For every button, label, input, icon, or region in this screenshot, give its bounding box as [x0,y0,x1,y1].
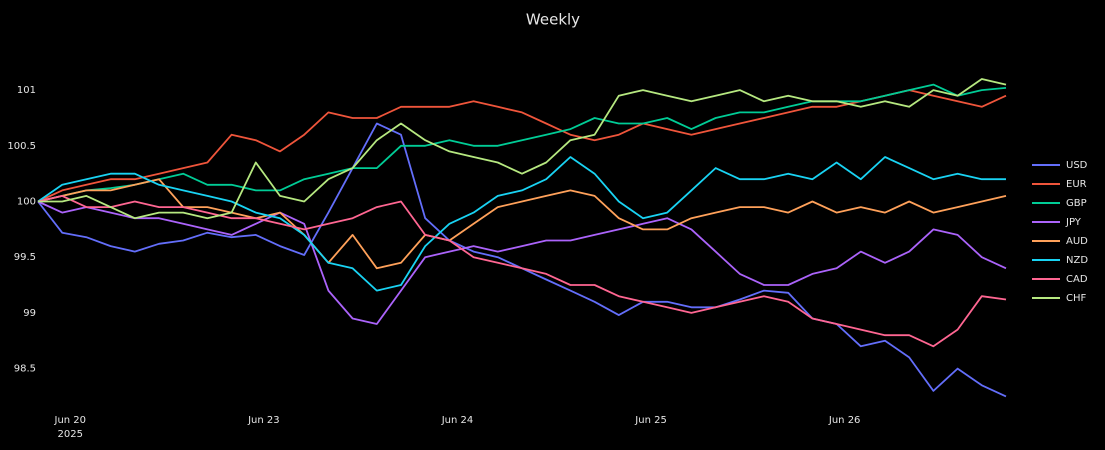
y-tick-label: 100.5 [7,141,36,152]
y-tick-label: 99 [23,308,36,319]
legend-label: JPY [1065,217,1082,228]
x-year-label: 2025 [58,429,83,440]
x-tick-label: Jun 26 [828,415,861,426]
series-line [37,178,1007,270]
legend-label: EUR [1066,179,1087,190]
legend-label: CAD [1066,274,1088,285]
legend-label: USD [1066,160,1088,171]
x-tick-label: Jun 23 [247,415,280,426]
x-tick-label: Jun 25 [634,415,667,426]
x-tick-label: Jun 20 [54,415,87,426]
legend-label: GBP [1066,198,1087,209]
series-line [37,200,1007,325]
y-tick-label: 99.5 [14,252,36,263]
series-line [38,78,1007,220]
legend-label: NZD [1066,255,1088,266]
x-tick-label: Jun 24 [441,415,474,426]
series-line [37,195,1007,348]
series-line [37,83,1007,203]
legend-label: AUD [1066,236,1088,247]
y-tick-label: 100 [17,197,36,208]
legend-label: CHF [1066,293,1087,304]
y-tick-label: 101 [17,85,36,96]
y-tick-label: 98.5 [14,364,36,375]
series-line [37,156,1006,292]
chart-title: Weekly [526,11,580,29]
series-line [37,89,1007,203]
